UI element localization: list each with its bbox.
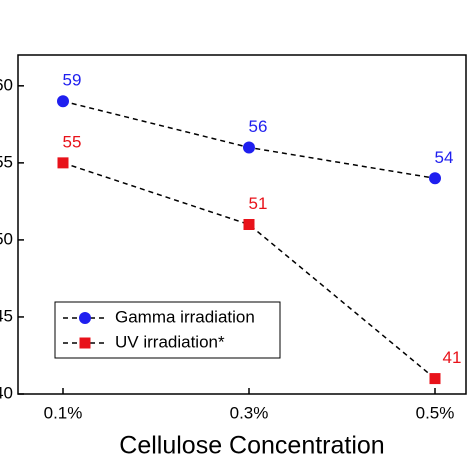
legend-label: UV irradiation* bbox=[115, 332, 225, 351]
data-label: 55 bbox=[63, 132, 82, 151]
x-tick-label: 0.5% bbox=[416, 403, 455, 422]
data-label: 41 bbox=[443, 348, 462, 367]
data-label: 51 bbox=[249, 194, 268, 213]
y-tick-label: 55 bbox=[0, 152, 13, 171]
data-point bbox=[429, 373, 441, 385]
x-tick-label: 0.1% bbox=[44, 403, 83, 422]
data-point bbox=[57, 157, 69, 169]
legend-box bbox=[54, 301, 281, 359]
data-label: 59 bbox=[63, 71, 82, 90]
data-label: 56 bbox=[249, 117, 268, 136]
data-point bbox=[57, 95, 69, 108]
series-line bbox=[62, 162, 436, 380]
x-tick-label: 0.3% bbox=[230, 403, 269, 422]
legend-label: Gamma irradiation bbox=[115, 307, 255, 326]
data-label: 54 bbox=[435, 148, 454, 167]
legend-marker bbox=[79, 312, 91, 324]
series-line bbox=[62, 100, 436, 180]
data-point bbox=[429, 172, 441, 185]
y-tick-label: 45 bbox=[0, 306, 13, 325]
x-axis-title: Cellulose Concentration bbox=[119, 432, 384, 460]
legend-marker bbox=[79, 337, 91, 349]
y-tick-label: 50 bbox=[0, 229, 13, 248]
y-tick-label: 60 bbox=[0, 75, 13, 94]
plot-frame bbox=[17, 54, 467, 395]
data-point bbox=[243, 141, 255, 154]
y-tick-label: 40 bbox=[0, 383, 13, 402]
data-point bbox=[243, 219, 255, 230]
